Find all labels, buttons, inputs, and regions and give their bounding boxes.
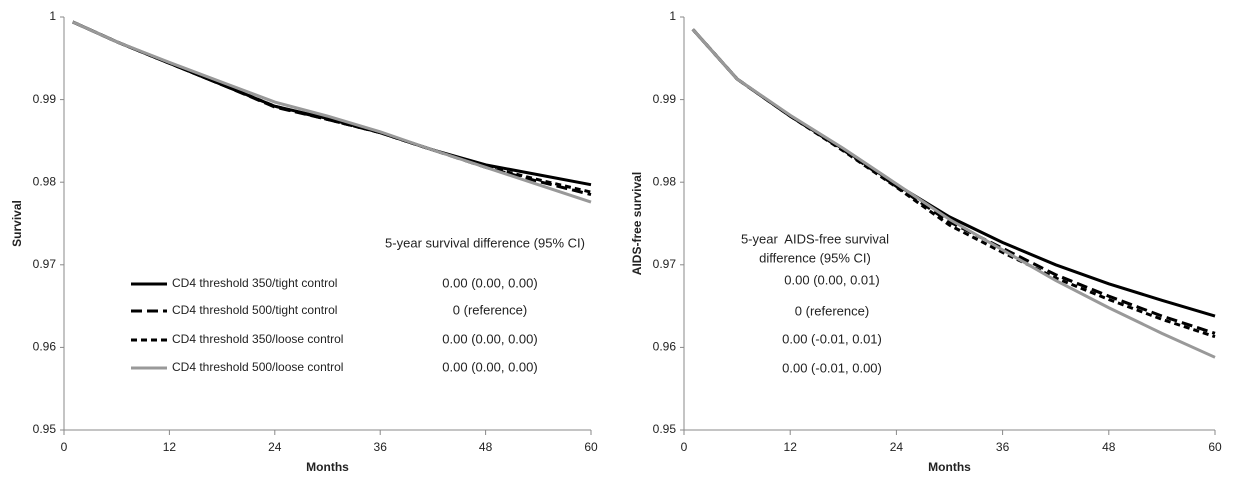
annotation: 0.00 (-0.01, 0.01): [782, 331, 882, 346]
x-axis-label: Months: [306, 460, 349, 474]
y-tick-label: 0.97: [33, 257, 57, 271]
y-tick-label: 0.96: [653, 340, 677, 354]
x-tick-label: 60: [1208, 440, 1222, 454]
annotation: 0 (reference): [795, 303, 869, 318]
annotation: 0.00 (-0.01, 0.00): [782, 360, 882, 375]
annotation: 0 (reference): [453, 302, 527, 317]
series-line: [691, 28, 1216, 318]
x-tick-label: 24: [890, 440, 904, 454]
y-tick-label: 0.96: [33, 340, 57, 354]
x-tick-label: 12: [784, 440, 798, 454]
y-tick-label: 0.95: [653, 422, 677, 436]
annotation: 0.00 (0.00, 0.00): [442, 331, 537, 346]
y-tick-label: 1: [49, 9, 56, 23]
y-tick-label: 0.98: [653, 174, 677, 188]
series-line: [691, 28, 1216, 359]
annotation: 0.00 (0.00, 0.00): [442, 359, 537, 374]
legend-label: CD4 threshold 350/loose control: [172, 332, 343, 346]
y-tick-label: 0.98: [33, 174, 57, 188]
y-tick-label: 0.97: [653, 257, 677, 271]
y-tick-label: 0.99: [653, 92, 677, 106]
y-tick-label: 0.95: [33, 422, 57, 436]
series-line: [72, 20, 592, 194]
x-tick-label: 12: [163, 440, 177, 454]
x-tick-label: 36: [996, 440, 1010, 454]
x-tick-label: 48: [1102, 440, 1116, 454]
x-tick-label: 60: [584, 440, 598, 454]
legend-label: CD4 threshold 500/loose control: [172, 360, 343, 374]
annotation-title: difference (95% CI): [759, 250, 871, 265]
x-tick-label: 24: [268, 440, 282, 454]
y-axis-label: Survival: [10, 200, 24, 247]
y-tick-label: 1: [669, 9, 676, 23]
annotation-title: 5-year AIDS-free survival: [741, 231, 889, 246]
x-tick-label: 0: [681, 440, 688, 454]
y-tick-label: 0.99: [33, 92, 57, 106]
annotation-title: 5-year survival difference (95% CI): [385, 235, 585, 250]
annotation: 0.00 (0.00, 0.01): [784, 272, 879, 287]
x-axis-label: Months: [928, 460, 971, 474]
legend-label: CD4 threshold 350/tight control: [172, 276, 337, 290]
x-tick-label: 0: [61, 440, 68, 454]
x-tick-label: 48: [479, 440, 493, 454]
series-line: [691, 28, 1216, 339]
y-axis-label: AIDS-free survival: [630, 172, 644, 275]
legend-label: CD4 threshold 500/tight control: [172, 303, 337, 317]
series-line: [72, 20, 592, 187]
annotation: 0.00 (0.00, 0.00): [442, 275, 537, 290]
x-tick-label: 36: [374, 440, 388, 454]
series-line: [72, 20, 592, 204]
series-line: [691, 28, 1216, 335]
